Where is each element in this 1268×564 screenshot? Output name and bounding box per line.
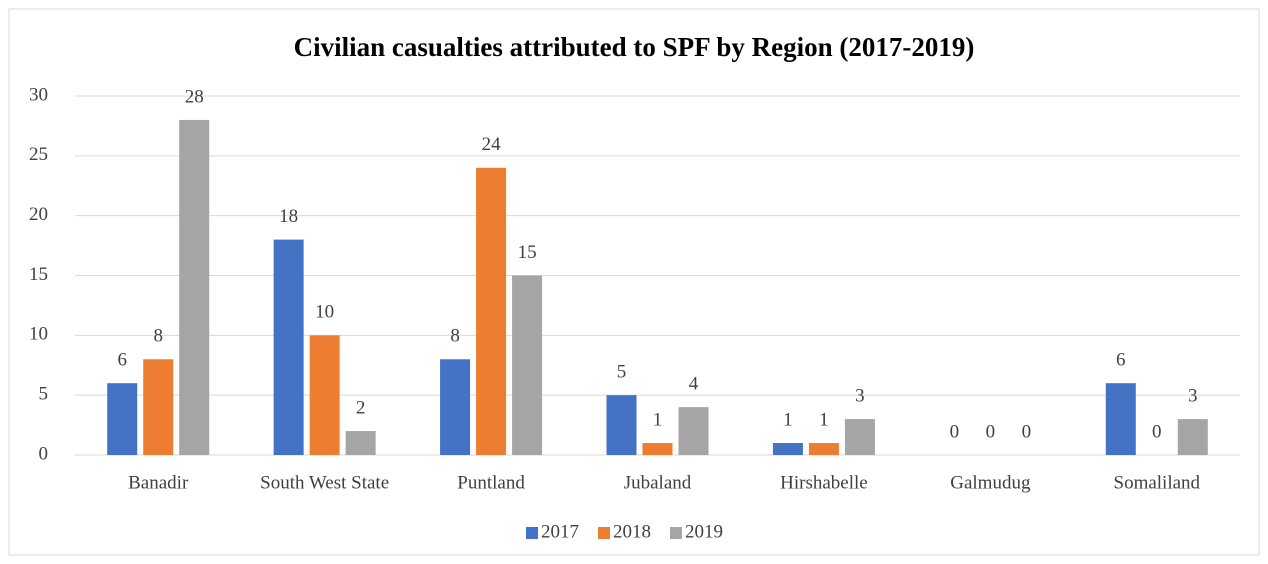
bar (345, 431, 376, 455)
data-label: 18 (279, 206, 298, 227)
data-label: 8 (450, 326, 460, 347)
bar (107, 383, 138, 455)
x-tick-label: Banadir (128, 472, 189, 493)
legend-label: 2017 (541, 521, 579, 542)
bar (512, 275, 543, 455)
data-label: 15 (518, 242, 537, 263)
bar (606, 395, 637, 455)
data-label: 0 (1022, 421, 1032, 442)
data-label: 6 (117, 350, 127, 371)
legend-swatch (670, 527, 682, 539)
legend-label: 2019 (685, 521, 723, 542)
y-tick-label: 0 (39, 443, 49, 464)
bar (1177, 419, 1208, 455)
x-tick-label: Puntland (457, 472, 525, 493)
bar (179, 119, 210, 455)
data-label: 2 (356, 397, 366, 418)
data-label: 3 (855, 385, 865, 406)
bar (844, 419, 875, 455)
bar (642, 443, 673, 455)
x-tick-label: South West State (260, 472, 389, 493)
legend-label: 2018 (613, 521, 651, 542)
data-label: 0 (1152, 421, 1162, 442)
data-label: 24 (482, 134, 502, 155)
data-label: 1 (783, 409, 793, 430)
x-tick-label: Galmudug (950, 472, 1031, 493)
data-label: 3 (1188, 385, 1198, 406)
bar (808, 443, 839, 455)
bar (1105, 383, 1136, 455)
y-tick-label: 15 (29, 264, 48, 285)
bar (476, 167, 507, 456)
data-label: 1 (819, 409, 829, 430)
data-label: 28 (185, 86, 204, 107)
data-label: 10 (315, 302, 334, 323)
bar (440, 359, 471, 455)
y-tick-label: 30 (29, 84, 48, 105)
data-label: 1 (653, 409, 663, 430)
x-tick-label: Somaliland (1114, 472, 1201, 493)
y-tick-label: 25 (29, 144, 48, 165)
bar (309, 335, 340, 455)
data-label: 6 (1116, 350, 1126, 371)
bar (772, 443, 803, 455)
y-tick-label: 20 (29, 204, 48, 225)
data-label: 0 (986, 421, 996, 442)
bar (273, 239, 304, 455)
y-tick-label: 10 (29, 324, 48, 345)
y-tick-label: 5 (39, 384, 49, 405)
bar (678, 407, 709, 455)
bar (143, 359, 174, 455)
chart-title: Civilian casualties attributed to SPF by… (294, 32, 975, 62)
data-label: 5 (617, 362, 627, 383)
data-label: 4 (689, 373, 699, 394)
data-label: 0 (950, 421, 960, 442)
x-tick-label: Jubaland (624, 472, 692, 493)
legend-swatch (526, 527, 538, 539)
data-label: 8 (153, 326, 163, 347)
x-tick-label: Hirshabelle (780, 472, 868, 493)
chart-border (8, 8, 1260, 556)
legend-swatch (598, 527, 610, 539)
